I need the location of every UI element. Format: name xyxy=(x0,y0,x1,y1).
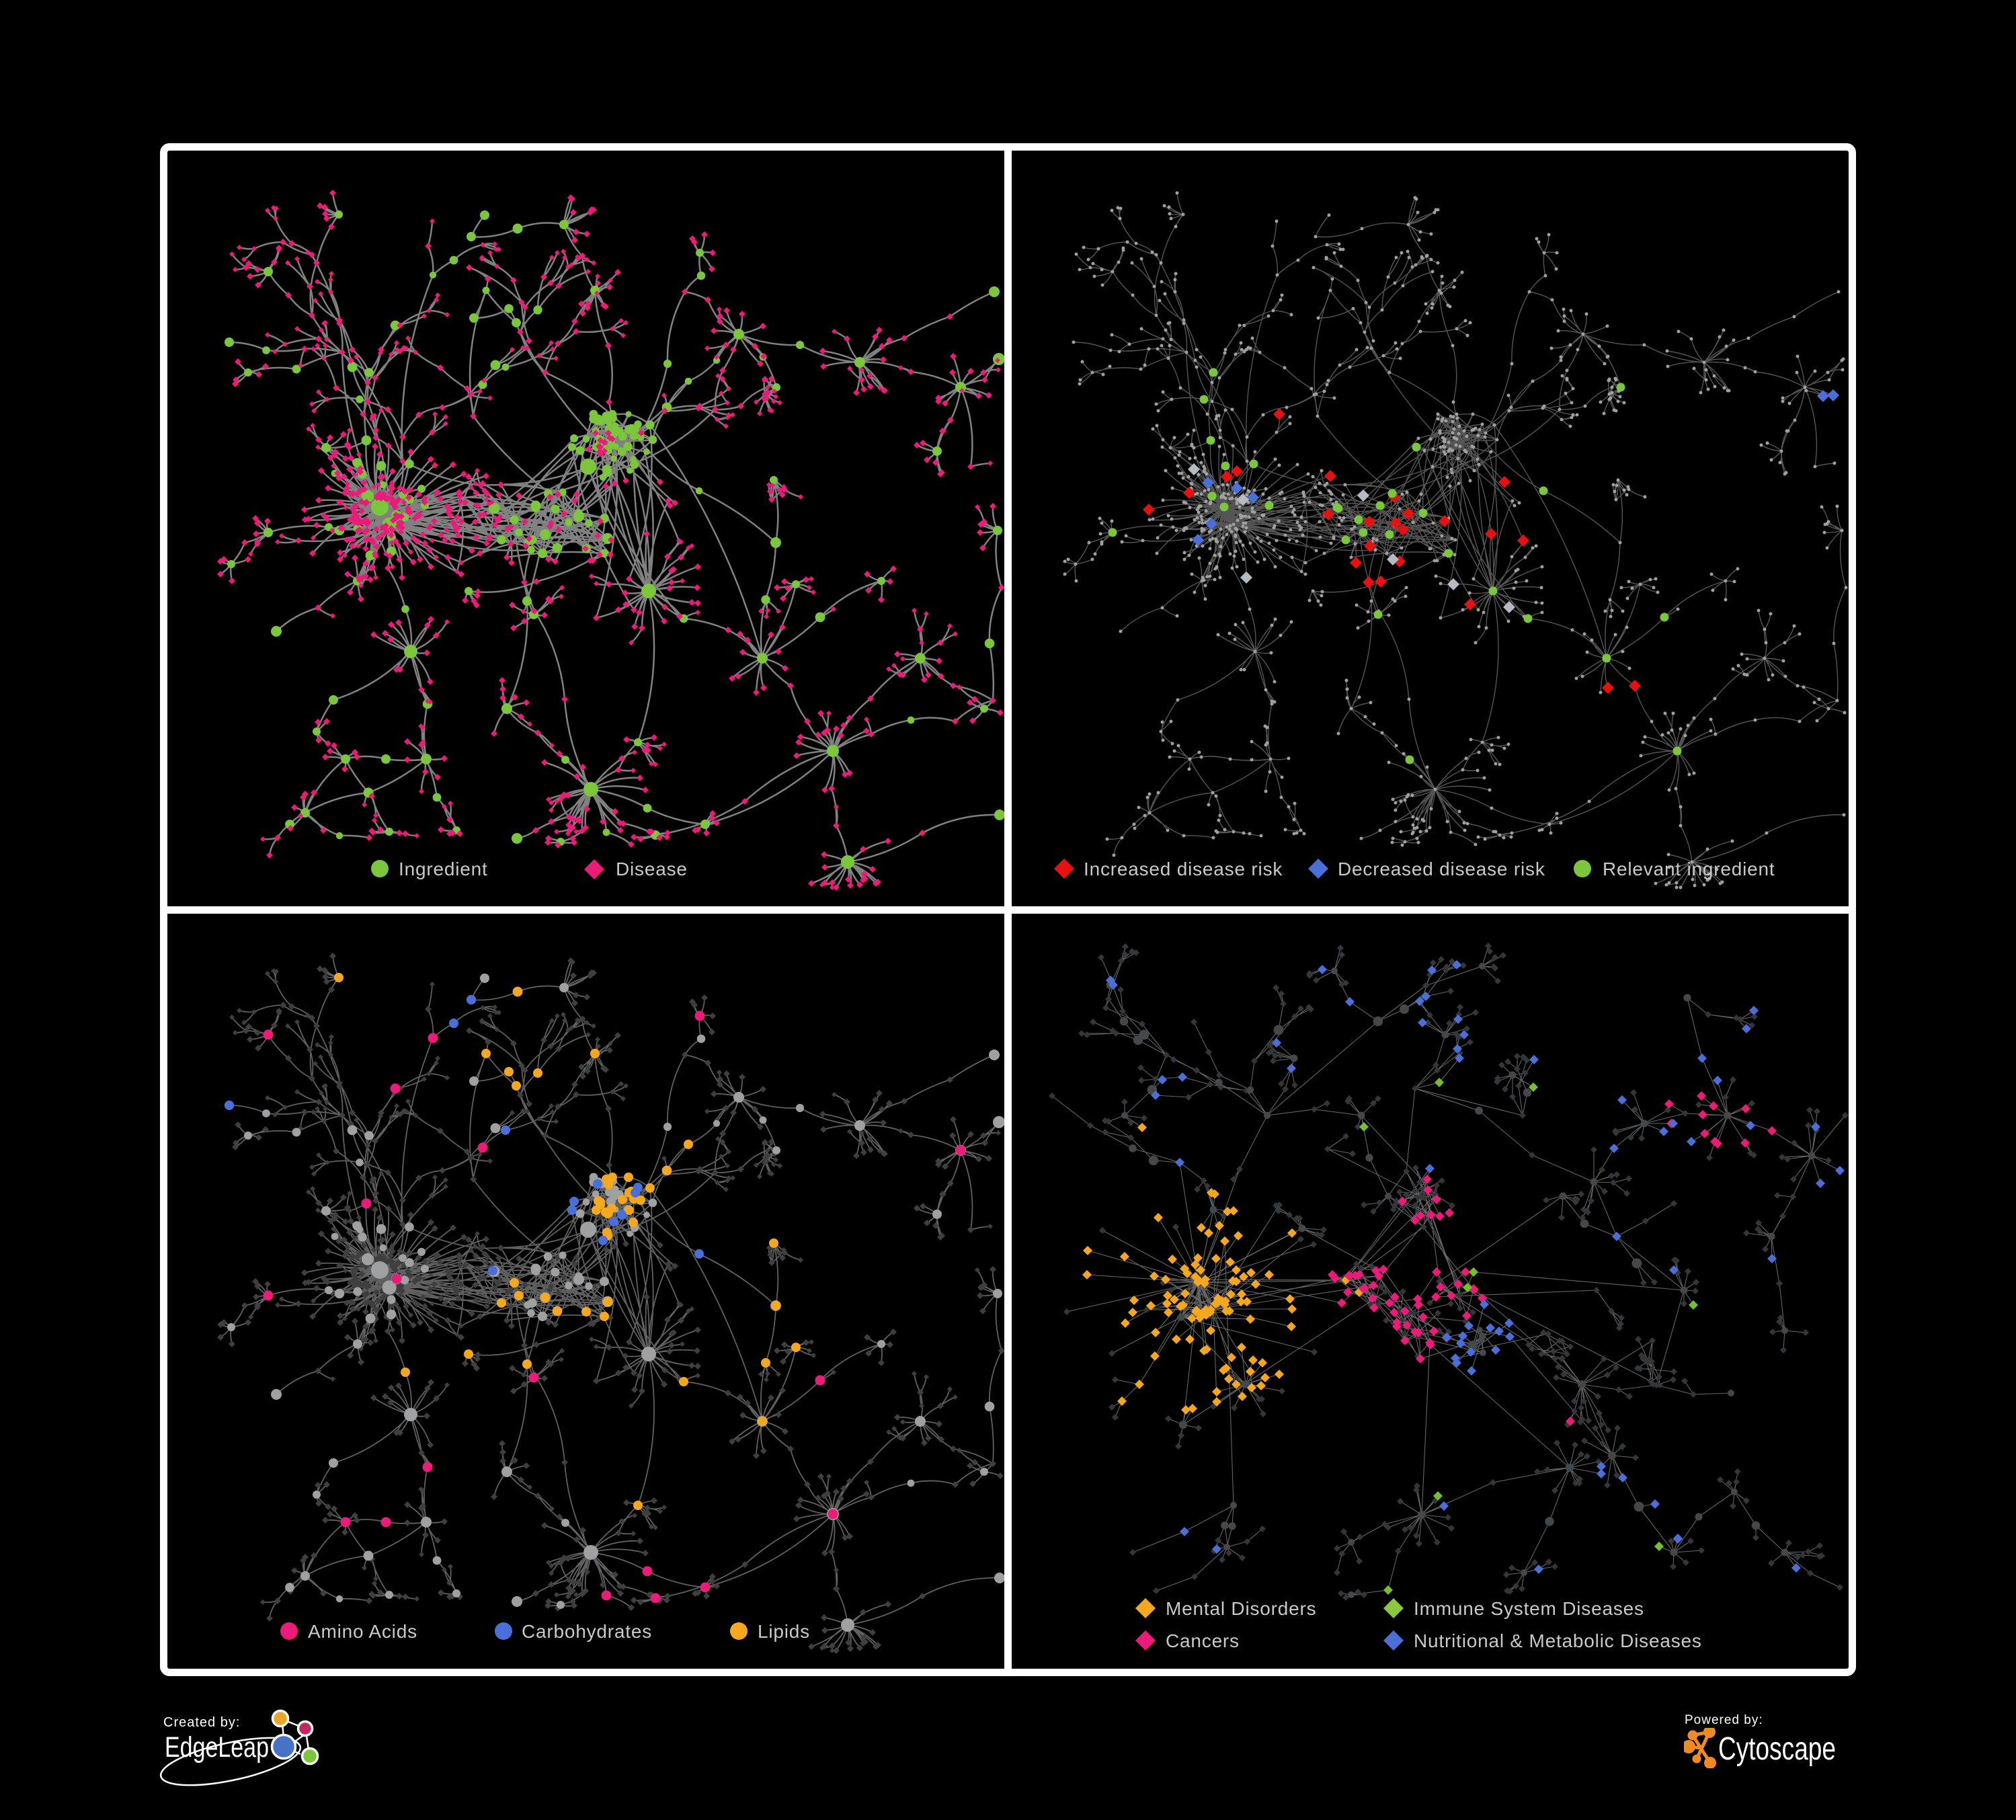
svg-text:Cytoscape: Cytoscape xyxy=(1718,1731,1836,1767)
svg-text:EdgeLeap: EdgeLeap xyxy=(165,1731,269,1764)
